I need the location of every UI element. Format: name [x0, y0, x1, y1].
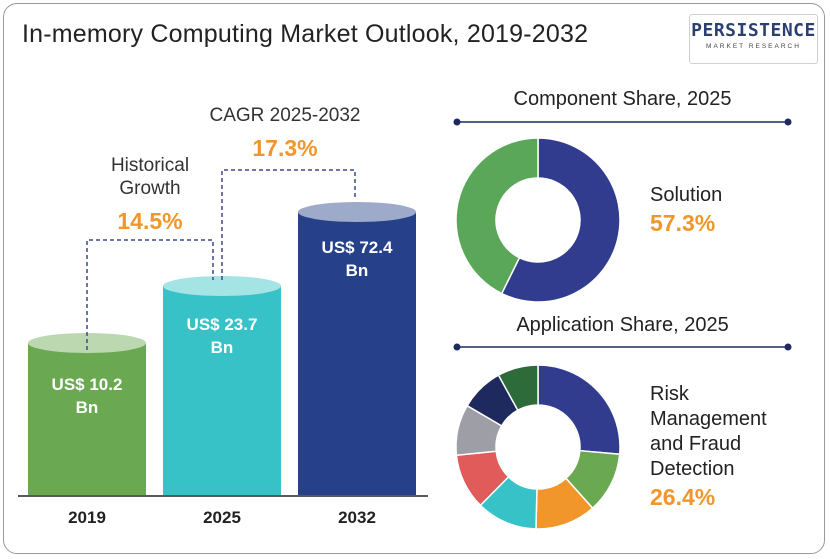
- bar-2019: [28, 343, 146, 495]
- component-share-title: Component Share, 2025: [513, 88, 732, 110]
- logo-tagline: MARKET RESEARCH: [706, 43, 801, 50]
- page-title: In-memory Computing Market Outlook, 2019…: [22, 20, 589, 48]
- application-label-line1: Risk: [650, 383, 689, 405]
- application-donut-slice-8: [497, 364, 539, 412]
- historical-growth-connector: [86, 239, 214, 350]
- x-tick-2019: 2019: [68, 508, 106, 527]
- historical-label-line2: Growth: [119, 178, 181, 199]
- x-tick-2025: 2025: [203, 508, 241, 527]
- component-highlight-label: Solution: [650, 184, 723, 206]
- application-label-line2: Management: [650, 408, 767, 430]
- component-donut-slice-2: [455, 137, 539, 295]
- historical-label-line1: Historical: [110, 155, 190, 176]
- component-divider-start-dot: [453, 118, 461, 126]
- application-label-line3: and Fraud: [650, 433, 742, 455]
- brand-logo: PERSISTENCE MARKET RESEARCH: [689, 14, 818, 64]
- cagr-label: CAGR 2025-2032: [209, 105, 361, 126]
- bar-top-2025: [163, 276, 281, 296]
- component-divider-end-dot: [784, 118, 792, 126]
- bar-label-2025-line2: Bn: [210, 338, 234, 357]
- application-donut-slice-1: [537, 364, 621, 456]
- bar-label-2025-line1: US$ 23.7: [186, 315, 258, 334]
- bar-label-2032: US$ 72.4 Bn: [298, 236, 416, 282]
- bar-2025: [163, 286, 281, 495]
- bar-label-2032-line2: Bn: [345, 261, 369, 280]
- cagr-value: 17.3%: [252, 135, 318, 161]
- x-tick-2032: 2032: [338, 508, 376, 527]
- bar-2032: [298, 212, 416, 495]
- historical-growth-value: 14.5%: [117, 208, 183, 234]
- application-label-line4: Detection: [650, 458, 735, 480]
- bar-label-2025: US$ 23.7 Bn: [163, 313, 281, 359]
- application-divider-end-dot: [784, 343, 792, 351]
- cagr-connector: [221, 169, 356, 280]
- bar-label-2019: US$ 10.2 Bn: [28, 373, 146, 419]
- component-donut-slice-1: [500, 137, 621, 303]
- component-highlight-value: 57.3%: [650, 210, 716, 236]
- bar-top-2032: [298, 202, 416, 222]
- bar-label-2032-line1: US$ 72.4: [321, 238, 393, 257]
- historical-growth-label: Historical Growth: [85, 154, 215, 200]
- application-highlight-value: 26.4%: [650, 484, 716, 510]
- bar-label-2019-line1: US$ 10.2: [51, 375, 123, 394]
- bar-label-2019-line2: Bn: [75, 398, 99, 417]
- application-divider-start-dot: [453, 343, 461, 351]
- application-highlight-label: Risk Management and Fraud Detection: [650, 382, 767, 482]
- logo-name: PERSISTENCE: [691, 20, 816, 41]
- application-share-title: Application Share, 2025: [516, 314, 729, 336]
